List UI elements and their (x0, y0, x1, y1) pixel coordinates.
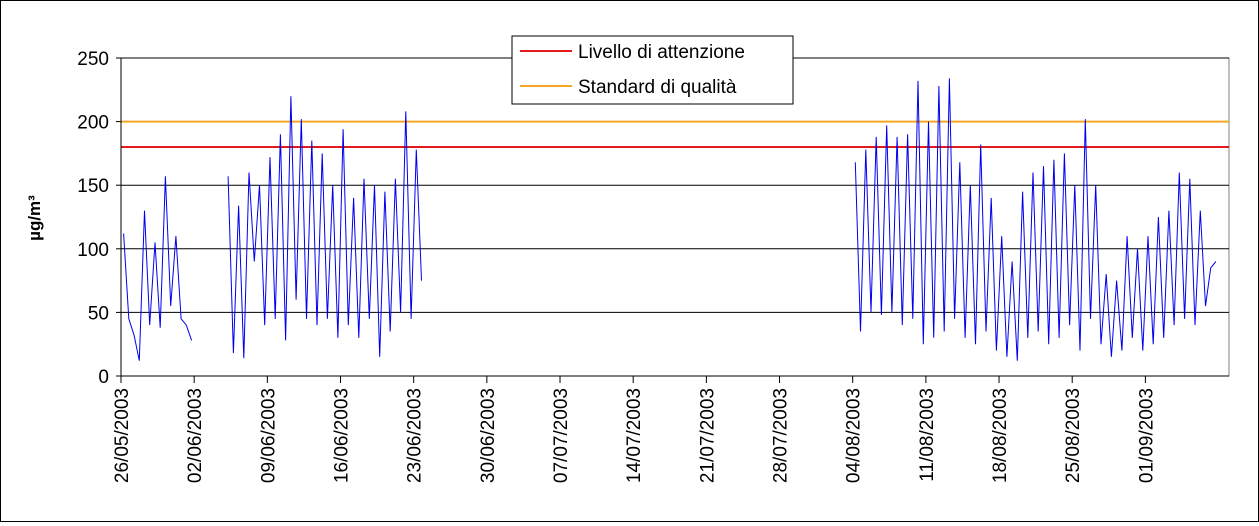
series-layer (123, 78, 1217, 361)
legend-label: Standard di qualità (578, 77, 737, 98)
x-tick-label: 09/06/2003 (258, 388, 279, 483)
x-tick-label: 16/06/2003 (332, 388, 353, 483)
series-line-segment (123, 176, 193, 361)
legend-box (511, 35, 794, 105)
x-tick-label: 02/06/2003 (185, 388, 206, 483)
x-tick-label: 04/08/2003 (844, 388, 865, 483)
x-tick-label: 26/05/2003 (112, 388, 133, 483)
x-tick-label: 25/08/2003 (1063, 388, 1084, 483)
y-tick-label: 250 (77, 49, 109, 70)
x-tick-label: 14/07/2003 (624, 388, 645, 483)
series-line-segment (854, 78, 1217, 361)
x-tick-label: 01/09/2003 (1136, 388, 1157, 483)
y-tick-label: 200 (77, 113, 109, 134)
reference-lines (121, 120, 1229, 149)
x-tick-label: 30/06/2003 (478, 388, 499, 483)
x-tick-label: 07/07/2003 (551, 388, 572, 483)
legend: Livello di attenzione Standard di qualità (511, 35, 794, 105)
y-tick-label: 100 (77, 240, 109, 261)
x-tick-label: 28/07/2003 (771, 388, 792, 483)
plot-area (120, 57, 1230, 377)
legend-label: Livello di attenzione (578, 42, 745, 63)
gridlines (120, 57, 1230, 377)
series-line-segment (227, 96, 422, 359)
axes: 0 50 100 150 200 250 26/05/2003 02/06/2003 09/06… (77, 49, 1229, 483)
y-tick-label: 50 (88, 303, 109, 324)
y-tick-label: 150 (77, 176, 109, 197)
x-tick-label: 23/06/2003 (405, 388, 426, 483)
y-tick-label: 0 (98, 367, 109, 388)
x-tick-label: 11/08/2003 (917, 388, 938, 482)
x-tick-label: 18/08/2003 (990, 388, 1011, 483)
x-tick-label: 21/07/2003 (697, 388, 718, 483)
y-axis-label: µg/m³ (25, 195, 44, 241)
